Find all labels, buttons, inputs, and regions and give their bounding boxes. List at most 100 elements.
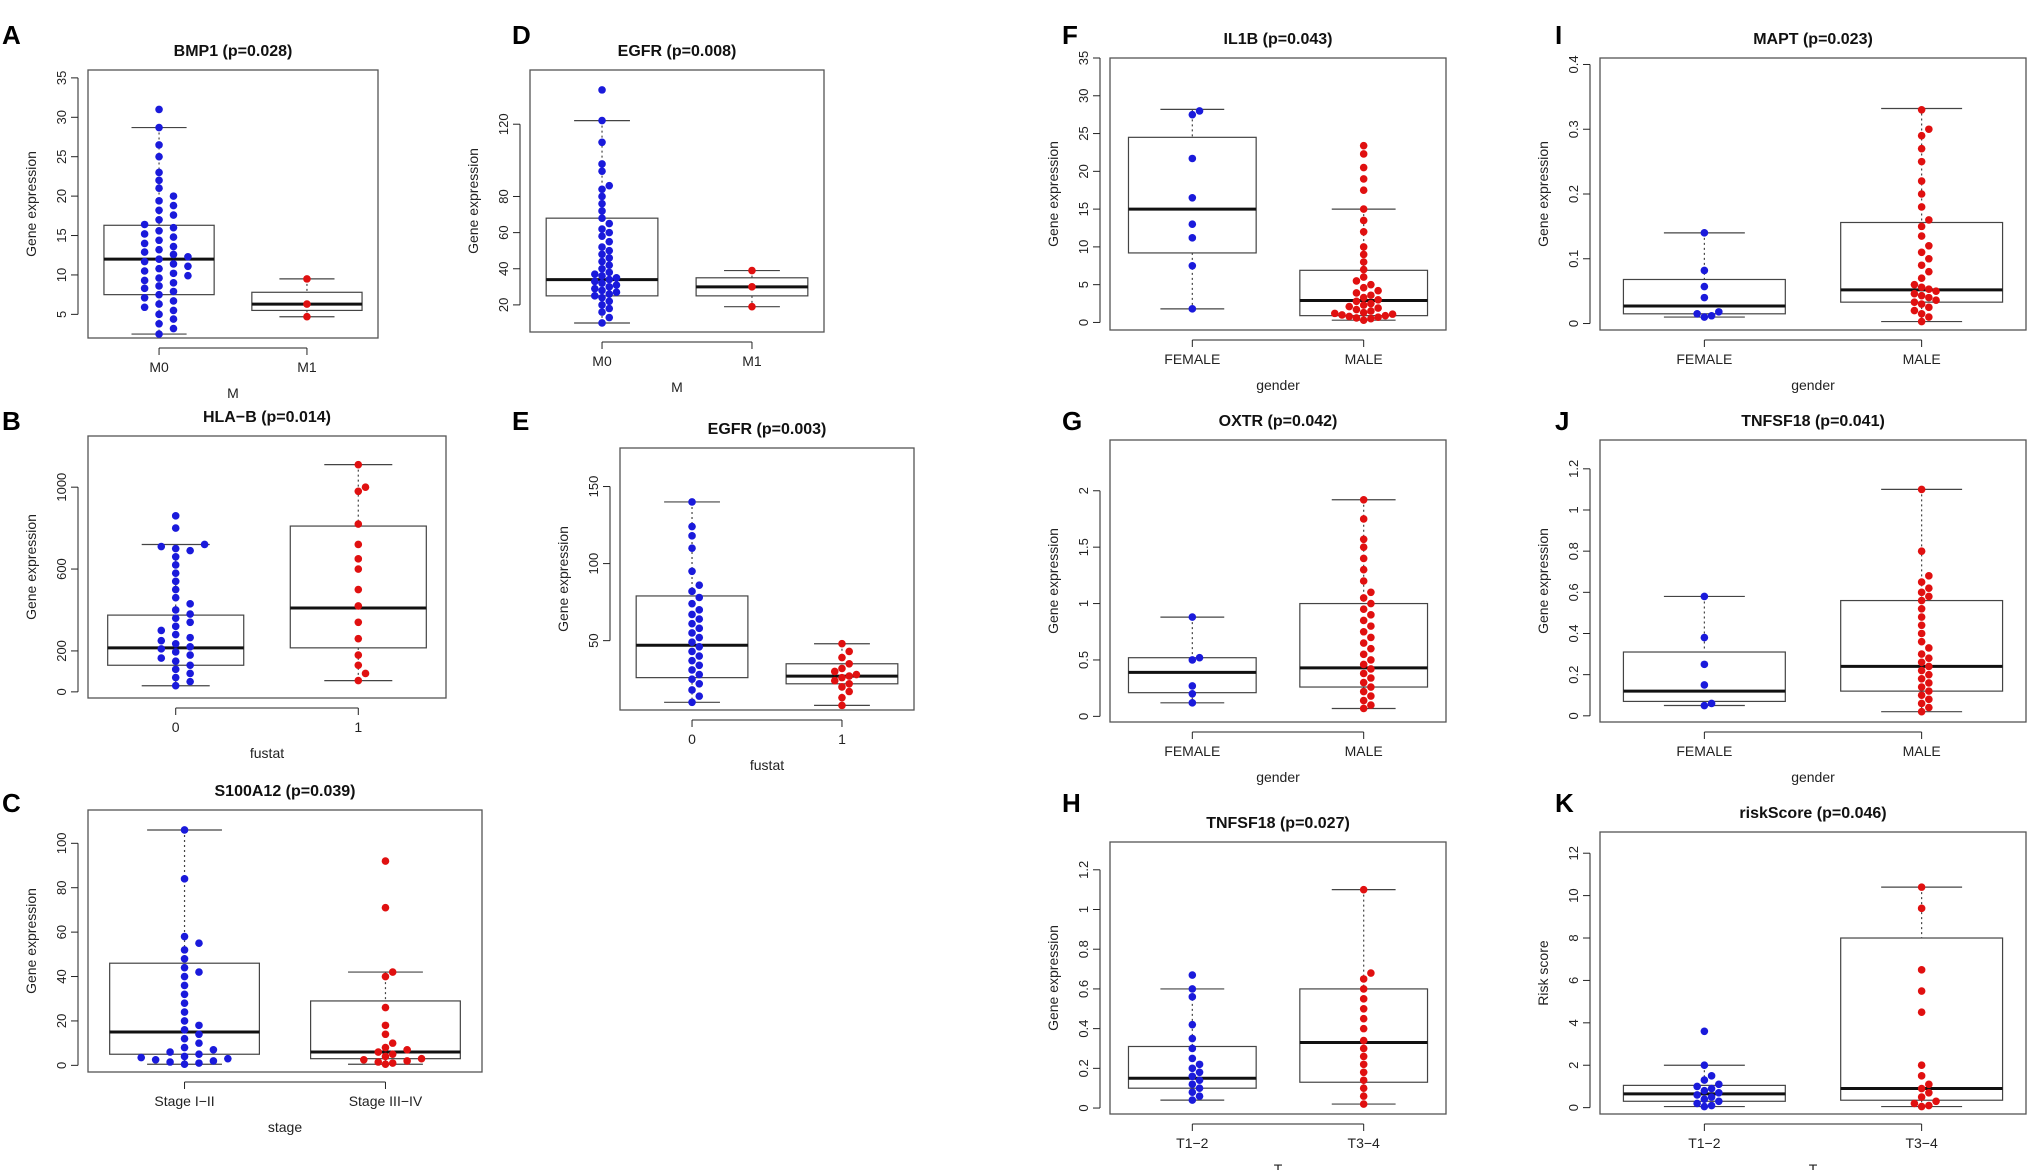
data-point [1359,308,1368,317]
data-point [1188,234,1197,242]
x-axis-label: fustat [750,757,784,773]
x-axis-label: gender [1256,377,1300,393]
x-axis-label: M [227,385,239,401]
data-point [1359,1060,1368,1069]
data-point [1359,141,1368,150]
data-point [1917,699,1926,708]
data-point [1917,637,1926,646]
data-point [598,279,606,288]
y-tick-label: 60 [496,225,511,239]
chart-title: HLA−B (p=0.014) [203,409,331,426]
data-point [1188,1044,1197,1053]
data-point [403,1057,411,1065]
data-point [381,857,390,865]
data-point [1359,175,1368,183]
data-point [1367,656,1375,664]
data-point [598,272,606,280]
data-point [1367,291,1375,300]
data-point [169,287,178,296]
data-point [1700,1102,1709,1111]
data-point [155,123,163,132]
data-point [1700,282,1709,291]
data-point [1700,229,1709,237]
data-point [155,168,163,177]
data-point [171,569,180,577]
data-point [1707,699,1716,708]
data-point [1359,577,1368,585]
data-point [381,903,390,912]
data-point [1195,107,1204,115]
chart-title: EGFR (p=0.003) [708,421,827,438]
y-tick-label: 600 [54,558,69,580]
y-axis-label: Gene expression [555,526,571,632]
data-point [1700,1076,1709,1084]
data-point [1700,660,1709,669]
data-point [1359,985,1368,993]
data-point [1917,658,1926,667]
data-point [354,540,363,549]
data-point [1693,1091,1701,1099]
data-point [598,225,606,233]
data-point [1345,302,1354,311]
data-point [748,302,756,311]
data-point [1188,1034,1197,1043]
y-tick-label: 40 [496,262,511,276]
data-point [605,246,614,255]
x-tick-label: M1 [742,353,762,369]
data-point [1359,1076,1368,1085]
y-axis-label: Risk score [1535,940,1551,1006]
y-axis-label: Gene expression [1535,528,1551,634]
data-point [1693,1082,1701,1091]
data-point [1367,280,1375,289]
data-point [695,692,704,700]
panel-letter: K [1555,788,1574,818]
data-point [1359,1036,1368,1045]
data-point [1338,311,1346,319]
data-point [1925,1101,1933,1110]
y-tick-label: 60 [54,925,69,939]
y-tick-label: 10 [1566,888,1581,902]
data-point [171,630,180,639]
data-point [1715,1080,1723,1089]
data-point [695,593,704,602]
y-tick-label: 15 [1076,202,1091,216]
data-point [1917,966,1926,974]
data-point [1359,258,1368,266]
data-point [171,681,180,690]
data-point [180,932,189,941]
data-point [1917,1008,1926,1017]
data-point [1917,1072,1926,1080]
panel-letter: G [1062,406,1082,436]
x-tick-label: 0 [688,731,696,747]
data-point [830,667,839,676]
data-point [303,312,311,321]
data-point [845,659,853,668]
data-point [1359,678,1368,687]
data-point [1917,310,1926,318]
data-point [1917,203,1926,211]
data-point [166,1048,174,1056]
data-point [171,606,180,614]
chart-title: riskScore (p=0.046) [1739,805,1886,822]
data-point [1359,975,1368,983]
data-point [598,319,606,327]
plot-frame [1109,439,1447,723]
points-group-2 [303,275,311,321]
data-point [186,633,194,642]
points-group-2 [1910,106,1940,326]
data-point [1352,305,1361,314]
panel-d: D EGFR (p=0.008) 20 40 60 80 120 Gene expressio… [465,20,825,395]
data-point [1910,306,1919,315]
data-point [695,661,704,670]
x-tick-label: T1−2 [1688,1135,1721,1151]
points-group-1 [1693,229,1723,321]
y-tick-label: 0.4 [1076,1020,1091,1038]
data-point [1917,261,1926,270]
data-point [598,207,606,215]
data-point [1352,277,1361,285]
box-1 [1622,595,1786,707]
data-point [688,647,696,656]
data-point [695,670,704,679]
data-point [1359,594,1368,602]
panel-letter: I [1555,20,1562,50]
